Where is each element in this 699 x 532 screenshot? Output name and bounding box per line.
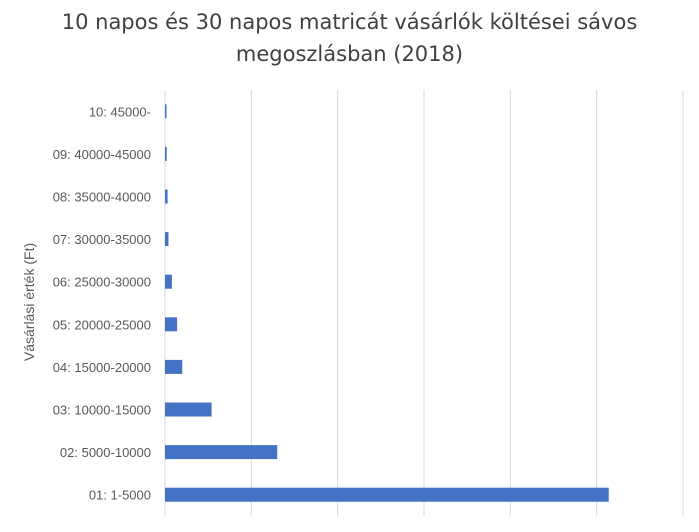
bar-6 [165,274,172,289]
bar-1 [165,487,609,502]
bar-3 [165,402,212,417]
category-label-1: 01: 1-5000 [89,488,151,503]
category-label-3: 03: 10000-15000 [53,403,151,418]
category-label-7: 07: 30000-35000 [53,232,151,247]
category-label-8: 08: 35000-40000 [53,190,151,205]
category-labels: 01: 1-5000 02: 5000-10000 03: 10000-15000 0… [53,104,151,502]
bar-4 [165,359,183,374]
category-label-4: 04: 15000-20000 [53,360,151,375]
bar-8 [165,189,168,204]
bars [165,104,609,502]
category-label-2: 02: 5000-10000 [60,445,151,460]
y-axis-label: Vásárlási érték (Ft) [21,243,37,361]
bar-7 [165,232,169,247]
category-label-6: 06: 25000-30000 [53,275,151,290]
bar-5 [165,317,178,332]
category-label-5: 05: 20000-25000 [53,317,151,332]
bar-10 [165,104,167,119]
chart-title-line-1: 10 napos és 30 napos matricát vásárlók k… [61,10,638,34]
category-label-9: 09: 40000-45000 [53,147,151,162]
category-label-10: 10: 45000- [89,104,151,119]
chart-title-line-2: megoszlásban (2018) [235,42,464,66]
bar-2 [165,445,278,460]
bar-9 [165,146,167,161]
gridlines [164,90,684,516]
